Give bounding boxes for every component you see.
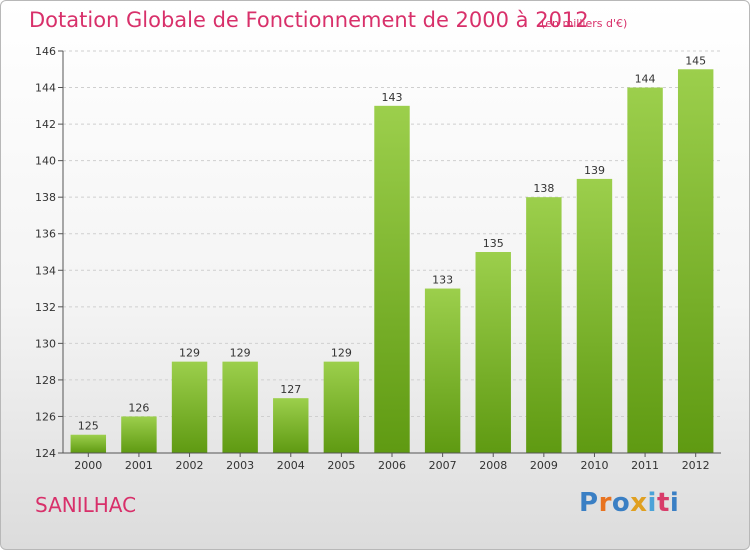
bar <box>576 178 613 453</box>
bar-value-label: 129 <box>179 347 200 360</box>
x-tick-label: 2009 <box>530 459 558 472</box>
bar-value-label: 138 <box>533 182 554 195</box>
proxiti-logo: Proxiti <box>579 488 679 518</box>
bar <box>627 87 663 453</box>
x-tick-label: 2012 <box>682 459 710 472</box>
bar-value-label: 133 <box>432 274 453 287</box>
bar-value-label: 125 <box>78 420 99 433</box>
y-tick-label: 136 <box>35 228 56 241</box>
x-tick-label: 2001 <box>125 459 153 472</box>
logo-letter: r <box>598 488 612 518</box>
bar <box>424 288 461 453</box>
y-tick-label: 124 <box>35 447 56 460</box>
chart-title: Dotation Globale de Fonctionnement de 20… <box>29 8 589 32</box>
y-tick-label: 134 <box>35 264 56 277</box>
bar-value-label: 144 <box>635 73 656 86</box>
bar-value-label: 127 <box>280 383 301 396</box>
x-tick-label: 2011 <box>631 459 659 472</box>
bar <box>222 361 258 453</box>
bar-value-label: 145 <box>685 54 706 67</box>
y-tick-label: 144 <box>35 82 56 95</box>
bar <box>121 416 157 453</box>
logo-letter: P <box>579 488 599 518</box>
bar-value-label: 129 <box>331 347 352 360</box>
bar-value-label: 143 <box>382 91 403 104</box>
x-tick-label: 2005 <box>327 459 355 472</box>
y-tick-label: 132 <box>35 301 56 314</box>
x-tick-label: 2007 <box>429 459 457 472</box>
bar-value-label: 139 <box>584 164 605 177</box>
y-tick-label: 130 <box>35 337 56 350</box>
y-tick-label: 128 <box>35 374 56 387</box>
bar <box>677 69 714 453</box>
y-tick-label: 140 <box>35 155 56 168</box>
bar <box>171 361 208 453</box>
bar <box>273 398 309 453</box>
logo-letter: i <box>669 488 680 518</box>
y-tick-label: 146 <box>35 45 56 58</box>
x-tick-label: 2000 <box>74 459 102 472</box>
bar <box>475 252 511 453</box>
y-tick-label: 126 <box>35 410 56 423</box>
logo-letter: x <box>630 488 648 518</box>
bar-value-label: 135 <box>483 237 504 250</box>
bar-value-label: 129 <box>230 347 251 360</box>
logo-letter: o <box>611 488 631 518</box>
bar-value-label: 126 <box>128 401 149 414</box>
bar <box>323 361 360 453</box>
y-tick-label: 142 <box>35 118 56 131</box>
x-tick-label: 2010 <box>580 459 608 472</box>
logo-letter: i <box>647 488 657 518</box>
bar <box>374 105 410 454</box>
bar <box>526 197 562 453</box>
x-tick-label: 2003 <box>226 459 254 472</box>
logo-letter: t <box>656 488 670 518</box>
x-tick-label: 2008 <box>479 459 507 472</box>
x-tick-label: 2004 <box>277 459 305 472</box>
y-tick-label: 138 <box>35 191 56 204</box>
x-tick-label: 2006 <box>378 459 406 472</box>
city-name: SANILHAC <box>35 493 137 517</box>
x-tick-label: 2002 <box>176 459 204 472</box>
chart-subtitle: (en milliers d'€) <box>541 17 628 30</box>
bar <box>70 434 107 453</box>
